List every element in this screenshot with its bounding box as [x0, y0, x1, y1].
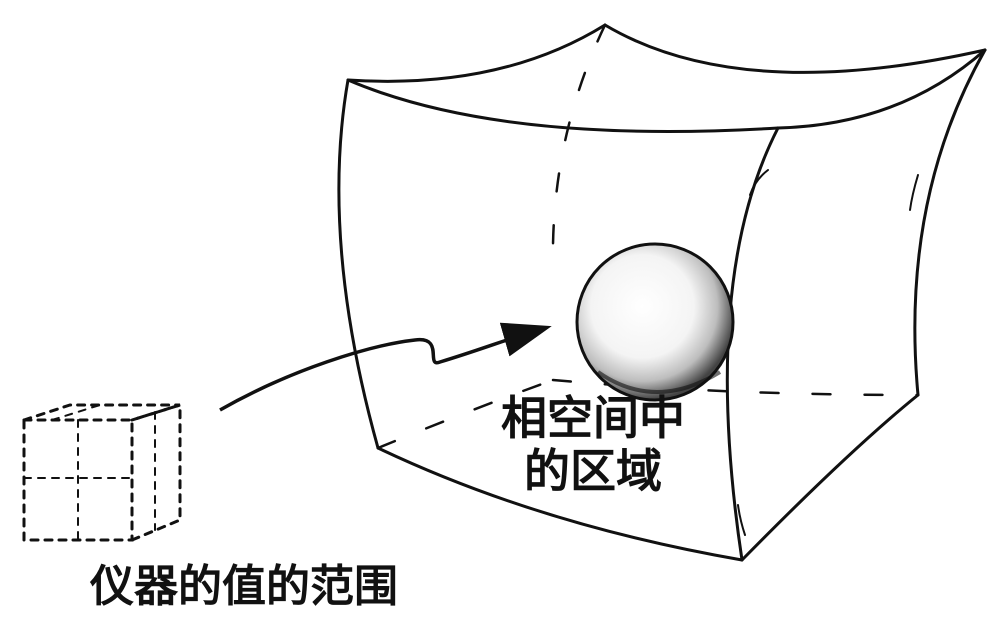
bottom-right-edge	[740, 393, 920, 562]
left-edge	[337, 78, 380, 450]
bottom-front-edge	[376, 446, 744, 562]
phase-space-region-ball	[575, 242, 735, 402]
hidden-vertical-edge	[551, 23, 607, 247]
hidden-bottom-left-edge	[376, 378, 555, 450]
instrument-value-range-label: 仪器的值的范围	[90, 561, 398, 612]
box-inner-edge-3	[51, 404, 101, 421]
box-top-face	[22, 403, 181, 422]
top-right-edge	[776, 48, 987, 130]
right-edge	[913, 48, 987, 397]
right-highlight	[909, 174, 919, 211]
mapping-arrow	[219, 322, 552, 412]
phase-space-region-label: 相空间中 的区域	[488, 392, 698, 498]
front-corner-edge	[725, 126, 780, 562]
corner-highlight-lower	[737, 504, 746, 536]
hidden-bottom-right-edge	[551, 378, 920, 397]
phase-space-region-label-line1: 相空间中	[501, 391, 685, 445]
top-front-edge	[346, 78, 780, 134]
top-back-right-edge	[603, 23, 987, 74]
top-back-left-edge	[346, 23, 607, 83]
instrument-value-box	[22, 402, 182, 542]
corner-highlight-upper	[749, 169, 769, 196]
phase-space-region-label-line2: 的区域	[524, 443, 662, 498]
hidden-edges	[376, 23, 920, 450]
